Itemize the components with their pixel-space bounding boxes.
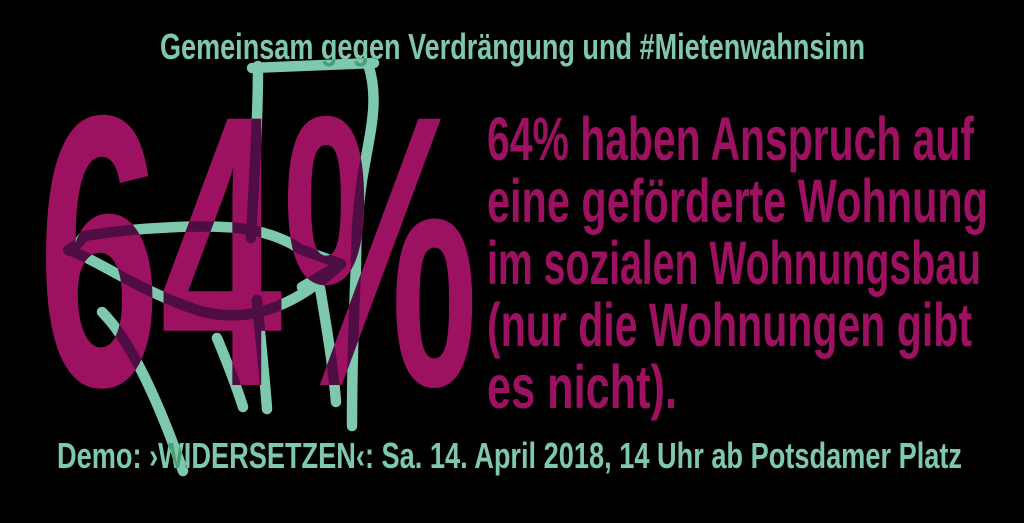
message-line: im sozialen Wohnungsbau (487, 229, 981, 297)
message-line: es nicht). (487, 353, 677, 421)
message-line: (nur die Wohnungen gibt (487, 291, 972, 359)
message-line: 64% haben Anspruch auf (487, 105, 974, 173)
poster-bottomline: Demo: ›WIDERSETZEN‹: Sa. 14. April 2018,… (57, 435, 962, 476)
message-line: eine geförderte Wohnung (487, 167, 988, 235)
poster-topline: Gemeinsam gegen Verdrängung und #Mietenw… (160, 26, 865, 67)
message-block: 64% haben Anspruch auf eine geförderte W… (487, 105, 988, 421)
